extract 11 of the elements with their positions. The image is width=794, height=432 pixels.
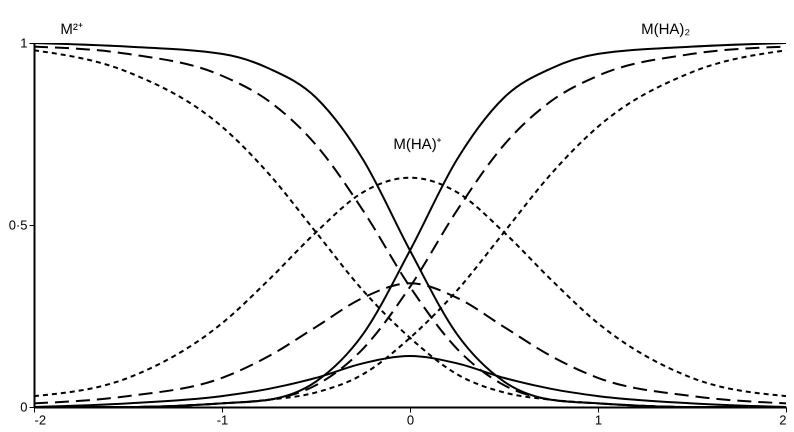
x-tick-label: 0 (406, 412, 414, 428)
x-tick-label: -2 (34, 412, 46, 428)
y-tick-label: 0·5 (8, 218, 28, 232)
annotation: M(HA)⁺ (393, 136, 442, 154)
y-tick-label: 0 (20, 400, 28, 414)
x-tick-label: 2 (779, 412, 786, 428)
x-tick-label: -1 (216, 412, 228, 428)
x-tick-label: 1 (594, 412, 602, 428)
y-tick-label: 1 (20, 36, 28, 50)
text: M²⁺ (60, 21, 83, 38)
text: M(HA)₂ (641, 21, 690, 38)
